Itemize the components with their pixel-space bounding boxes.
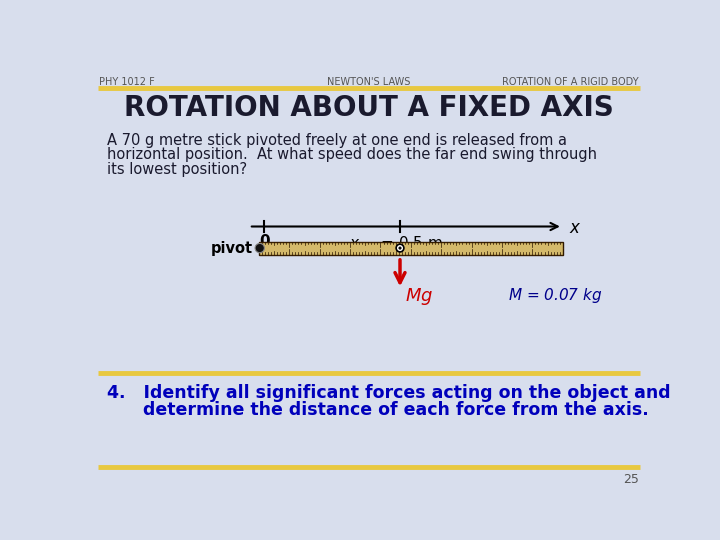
Text: ROTATION OF A RIGID BODY: ROTATION OF A RIGID BODY	[502, 77, 639, 87]
Text: determine the distance of each force from the axis.: determine the distance of each force fro…	[107, 401, 649, 418]
Text: $x$: $x$	[569, 219, 581, 237]
Text: horizontal position.  At what speed does the far end swing through: horizontal position. At what speed does …	[107, 147, 597, 162]
Text: $M$ = 0.07 kg: $M$ = 0.07 kg	[508, 286, 603, 305]
Text: 25: 25	[623, 473, 639, 486]
Text: $x_{\mathrm{CM}}$ = 0.5 m: $x_{\mathrm{CM}}$ = 0.5 m	[349, 234, 443, 253]
Text: its lowest position?: its lowest position?	[107, 162, 247, 177]
Text: 4.   Identify all significant forces acting on the object and: 4. Identify all significant forces actin…	[107, 383, 670, 402]
Circle shape	[396, 244, 404, 252]
Text: pivot: pivot	[211, 240, 253, 255]
Text: ROTATION ABOUT A FIXED AXIS: ROTATION ABOUT A FIXED AXIS	[124, 94, 614, 122]
Bar	[259, 241, 563, 254]
Text: $Mg$: $Mg$	[405, 286, 433, 307]
Text: 0: 0	[259, 234, 270, 249]
Text: A 70 g metre stick pivoted freely at one end is released from a: A 70 g metre stick pivoted freely at one…	[107, 132, 567, 147]
Text: PHY 1012 F: PHY 1012 F	[99, 77, 155, 87]
Circle shape	[255, 244, 264, 253]
Circle shape	[399, 247, 401, 249]
Text: NEWTON'S LAWS: NEWTON'S LAWS	[328, 77, 410, 87]
